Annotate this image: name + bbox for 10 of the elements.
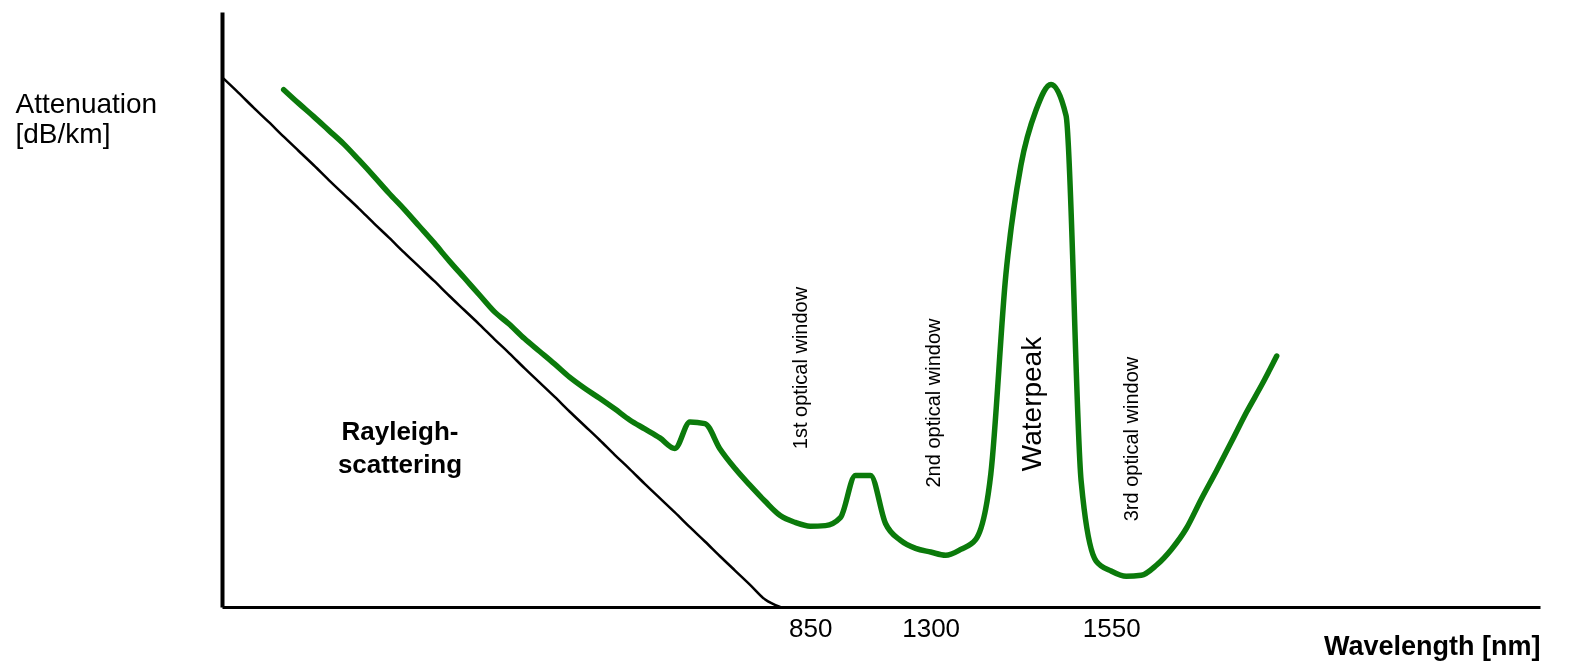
annotation: Waterpeak — [1016, 335, 1047, 472]
annotation: 1st optical window — [789, 286, 811, 450]
x-tick-label: 1300 — [902, 612, 961, 643]
y-axis-title: Attenuation [dB/km] — [15, 87, 158, 149]
x-tick-label: 1550 — [1082, 612, 1141, 643]
annotation: 3rd optical window — [1120, 356, 1142, 522]
annotation: 2nd optical window — [922, 317, 944, 488]
x-tick-label: 850 — [789, 612, 833, 643]
annotation: Rayleigh- scattering — [337, 416, 463, 479]
x-axis-title: Wavelength [nm] — [1323, 630, 1541, 661]
